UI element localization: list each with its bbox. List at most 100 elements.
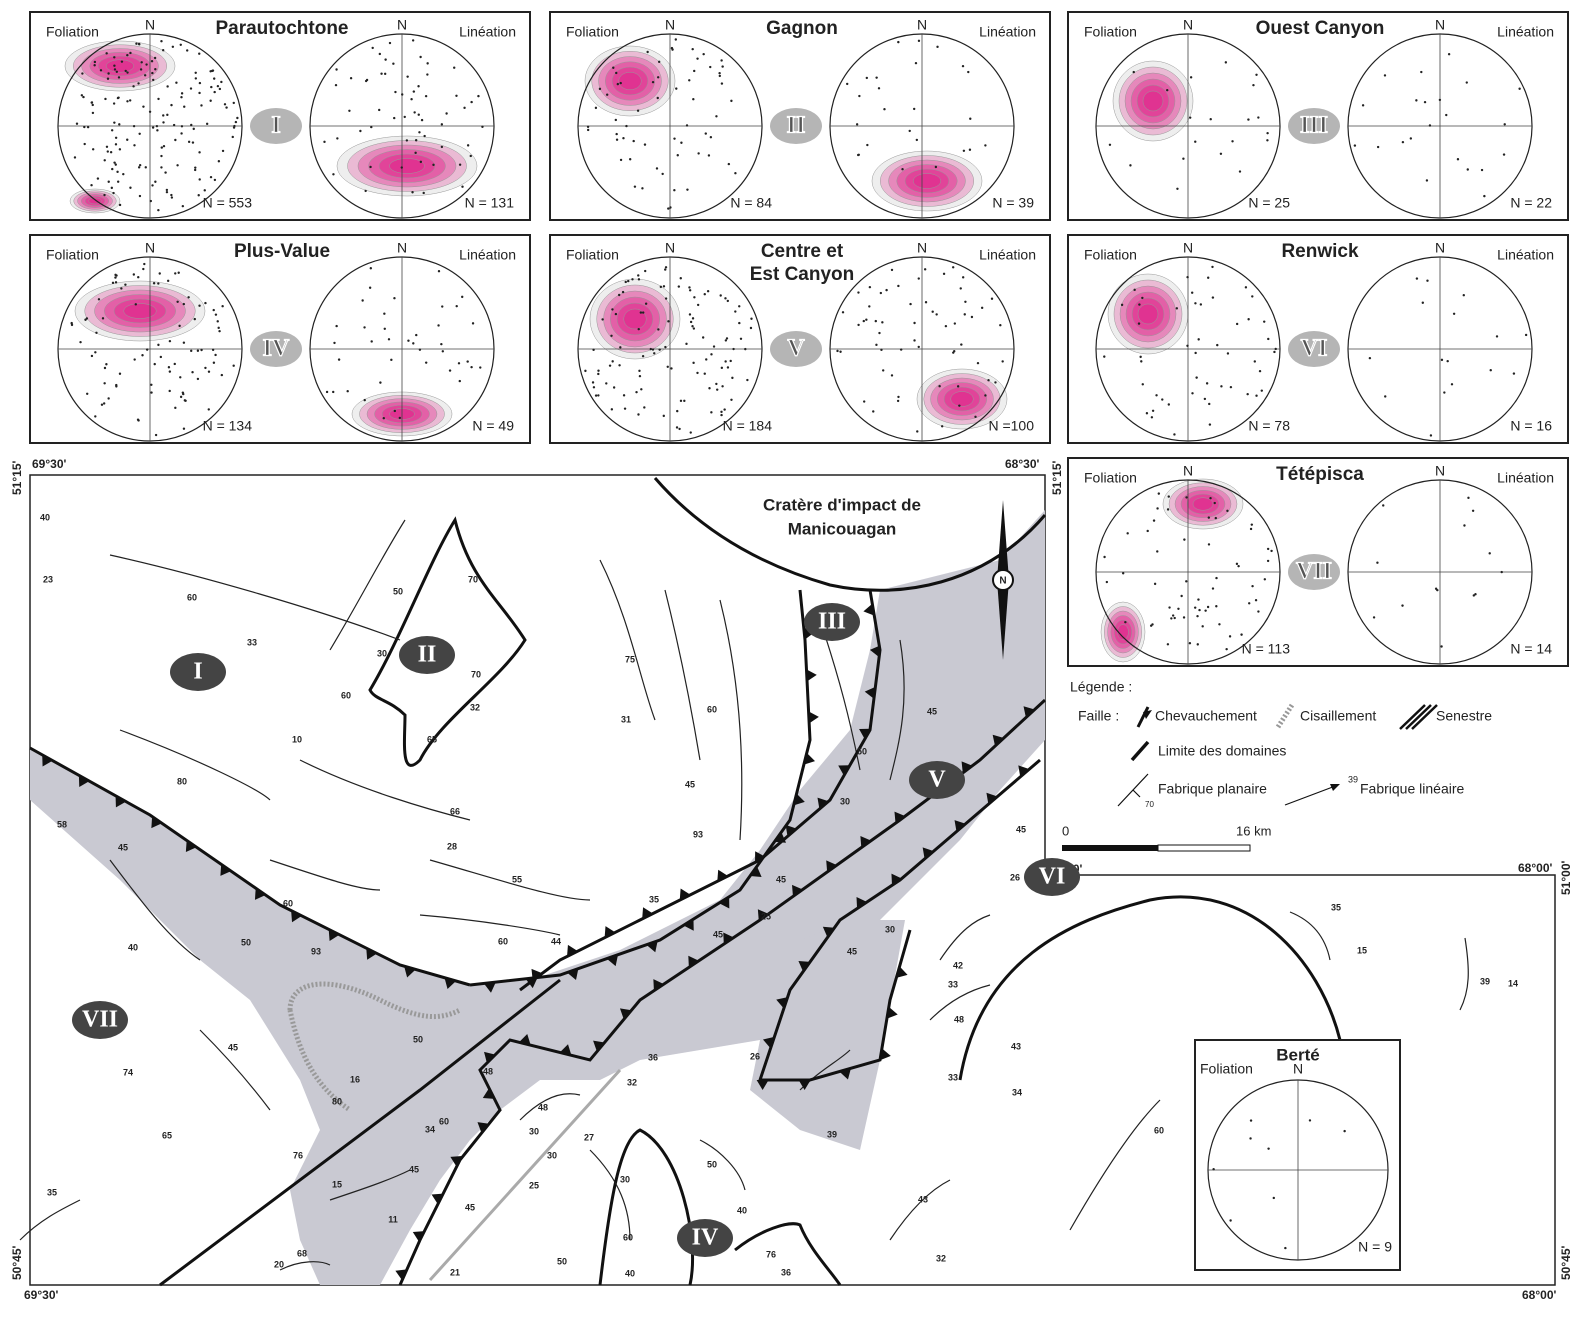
pole-point [673,188,676,192]
pole-point [417,113,420,116]
pole-point [610,408,614,411]
legend [1062,703,1438,852]
density-contour [1137,303,1159,325]
pole-point [1193,606,1197,609]
pole-point [1257,116,1260,119]
thrust-tooth [431,1193,444,1205]
thrust-tooth [559,1044,572,1056]
pole-point [868,285,872,289]
pole-point [458,163,462,166]
pole-point [162,114,165,117]
measurement-label: 25 [761,911,771,921]
pole-point [232,101,235,105]
stereonet-cross [1096,34,1280,218]
pole-point [176,300,179,303]
pole-point [1211,265,1214,269]
measurement-label: 20 [274,1259,284,1269]
pole-point [696,57,699,60]
thrust-tooth [992,734,1004,747]
pole-point [192,127,195,131]
pole-point [675,87,678,90]
thrust-tooth [328,929,340,941]
pole-point [715,382,718,386]
pole-point [1446,359,1449,363]
pole-point [371,46,374,50]
measurement-label: 32 [470,702,480,712]
pole-point [133,144,136,147]
measurement-label: 48 [538,1102,548,1112]
pole-point [1156,550,1159,553]
pole-point [415,333,418,337]
measurement-label: 60 [707,704,717,714]
pole-point [419,55,422,59]
thrust-tooth [366,948,377,960]
pole-point [141,354,144,357]
pole-point [1194,302,1197,305]
gray-domain [30,510,1045,1285]
coordinate-label: 69°30' [24,1288,58,1302]
pole-point [597,369,600,372]
measurement-label: 45 [409,1164,419,1174]
pole-point [1215,605,1218,608]
pole-point [143,262,146,266]
pole-point [112,191,115,195]
pole-point [1251,295,1254,298]
pole-point [1186,344,1189,347]
pole-point [93,64,96,67]
pole-point [137,82,140,85]
pole-point [205,122,209,126]
pole-point [734,172,737,175]
pole-point [1132,70,1135,74]
pole-point [458,379,461,383]
pole-point [688,313,692,316]
thrust-tooth [42,754,53,767]
pole-point [479,366,482,369]
pole-point [90,101,94,104]
pole-point [1213,501,1216,505]
thrust-tooth [792,884,803,897]
pole-point [1383,74,1387,77]
pole-point [418,131,421,134]
pole-point [216,320,219,323]
pole-point [164,171,167,174]
pole-point [1343,1129,1346,1133]
pole-point [157,97,160,101]
north-label: N [917,17,927,33]
pole-point [692,98,695,101]
pole-point [124,283,127,286]
domain-numeral: I [271,113,280,139]
domain-numeral: VII [1296,559,1332,585]
measurement-label: 45 [228,1042,238,1052]
pole-point [1207,276,1210,279]
pole-point [403,115,406,119]
pole-point [165,190,169,194]
thrust-tooth [859,728,871,740]
measurement-label: 40 [128,942,138,952]
pole-point [1235,322,1239,326]
measurement-label: 76 [766,1249,776,1259]
pole-point [697,152,700,155]
pole-point [1215,576,1218,580]
pole-point [1176,187,1179,190]
pole-point [883,107,886,111]
pole-point [725,337,729,340]
pole-point [646,50,649,54]
pole-point [1196,614,1199,618]
pole-point [680,141,683,144]
pole-point [171,45,175,48]
sample-count: N = 113 [1242,641,1291,657]
north-label: N [145,240,155,256]
sample-count: N = 16 [1510,418,1552,434]
pole-point [935,313,938,316]
pole-point [881,369,885,372]
pole-point [1488,552,1491,555]
stereonet-cross [310,257,494,441]
pole-point [1518,87,1521,90]
pole-point [207,408,210,411]
pole-point [126,100,129,103]
domain-numeral: III [818,609,846,635]
pole-point [95,331,98,335]
pole-point [1472,594,1476,597]
pole-point [179,395,183,399]
thrust-tooth [151,816,162,829]
